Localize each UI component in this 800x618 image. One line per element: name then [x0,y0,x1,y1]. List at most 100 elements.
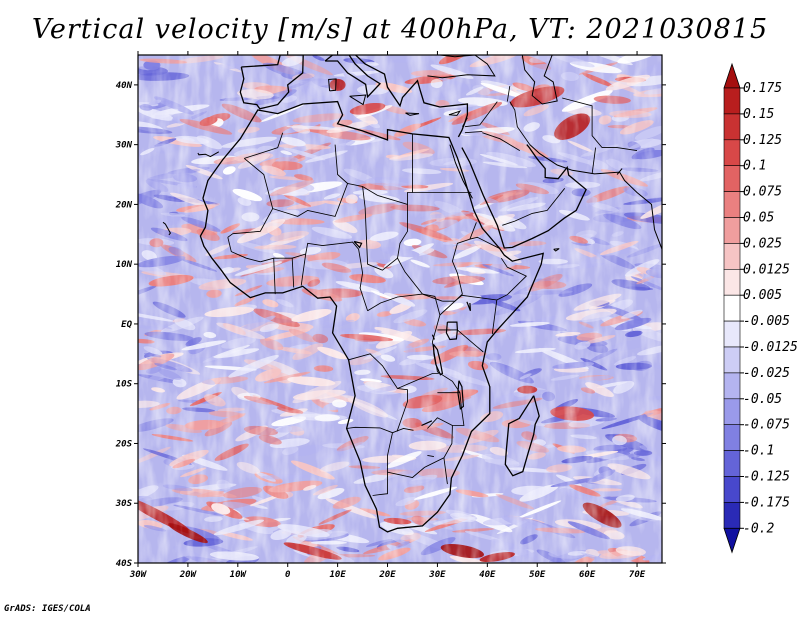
colorbar-box [723,502,741,529]
lake-outline [432,343,444,376]
y-tick-label: 30N [115,141,133,151]
y-tick-label: 40S [116,559,133,569]
country-border [244,132,284,159]
country-border [305,241,369,311]
plot-frame [137,54,663,564]
y-tick-label: 10S [116,380,133,390]
colorbar-label: 0.175 [743,81,782,96]
country-border [427,417,453,429]
y-tick-label: 20S [115,439,133,449]
colorbar-box [723,294,741,322]
sardinia [328,78,337,92]
grads-credit: GrADS: IGES/COLA [4,604,91,614]
colorbar-box [723,165,741,192]
colorbar-box [723,139,741,167]
lake-outline [457,380,465,410]
country-border [300,253,307,286]
madagascar-coastline [504,395,540,477]
country-border [291,258,295,288]
country-border [464,101,498,128]
colorbar-box [723,191,741,218]
country-border [464,131,483,134]
colorbar: 0.175 0.15 0.125 0.1 0.075 0.05 0.025 0.0125 0.0… [723,62,798,554]
colorbar-label: -0.075 [743,418,790,433]
country-border [273,258,276,295]
sicily [349,94,367,106]
y-tick-label: 30S [115,499,133,509]
colorbar-label: -0.1 [743,444,774,459]
x-tick-label: 20W [179,570,198,580]
lake-outline [431,334,435,340]
country-border [260,253,306,263]
y-axis: 40N 30N 20N 10N EQ 10S 20S 30S 40S [115,81,666,569]
colorbar-label: 0.0125 [743,262,790,277]
country-border [427,454,434,458]
country-border [482,132,521,151]
country-border [443,457,448,485]
colorbar-box [723,217,741,244]
x-tick-label: 30W [129,570,148,580]
colorbar-box [723,87,741,115]
country-border [506,86,511,102]
country-border [469,236,500,249]
country-border [387,293,465,478]
colorbar-label: 0.15 [743,107,774,122]
country-border [244,158,413,217]
colorbar-label: 0.05 [743,211,774,226]
lake-outline [466,301,471,312]
arabia-coastline [461,144,587,249]
country-border [227,237,261,263]
country-border [462,117,468,127]
colorbar-label: 0.005 [743,288,782,303]
colorbar-label: 0.075 [743,185,782,200]
x-tick-label: 10E [329,570,346,580]
y-tick-label: EQ [121,320,132,330]
colorbar-label: -0.025 [743,366,790,381]
colorbar-label: -0.05 [743,392,782,407]
x-axis: 30W 20W 10W 0 10E 20E 30E 40E 50E 60E 70E [129,51,646,580]
x-tick-label: 30E [428,570,446,580]
canary [197,151,220,158]
country-border [509,101,531,145]
colorbar-label: -0.175 [743,495,790,510]
x-tick-label: 10W [230,570,248,580]
x-tick-label: 60E [579,570,596,580]
x-tick-label: 70E [629,570,646,580]
colorbar-box [723,424,741,451]
country-border [454,294,498,335]
country-border [346,426,393,434]
black-sea [427,55,496,79]
red-sea-west [449,144,473,199]
colorbar-label: -0.005 [743,314,790,329]
field-texture [138,55,662,563]
x-tick-label: 0 [285,570,291,580]
colorbar-label: 0.125 [743,133,782,148]
colorbar-box [723,450,741,477]
country-border [502,188,566,226]
country-border [362,186,443,302]
country-border [591,147,597,174]
colorbar-label: -0.2 [743,521,774,536]
country-border [372,472,388,496]
lake-outline [445,321,459,341]
y-tick-label: 10N [116,260,133,270]
colorbar-box [723,320,741,348]
colorbar-box [723,346,741,374]
country-border [439,300,456,316]
colorbar-box [723,398,741,425]
iberia-coastline [239,55,304,110]
lake-outline [421,420,433,427]
x-tick-label: 20E [378,570,396,580]
caspian [521,55,558,105]
x-tick-label: 40E [479,570,496,580]
y-tick-label: 40N [116,81,133,91]
x-tick-label: 50E [529,570,546,580]
colorbar-box [723,476,741,503]
colorbar-label: 0.025 [743,236,782,251]
country-border [562,97,638,152]
cyprus [448,110,462,116]
country-border [397,373,439,389]
country-border [227,208,274,238]
colorbar-box [723,268,741,296]
